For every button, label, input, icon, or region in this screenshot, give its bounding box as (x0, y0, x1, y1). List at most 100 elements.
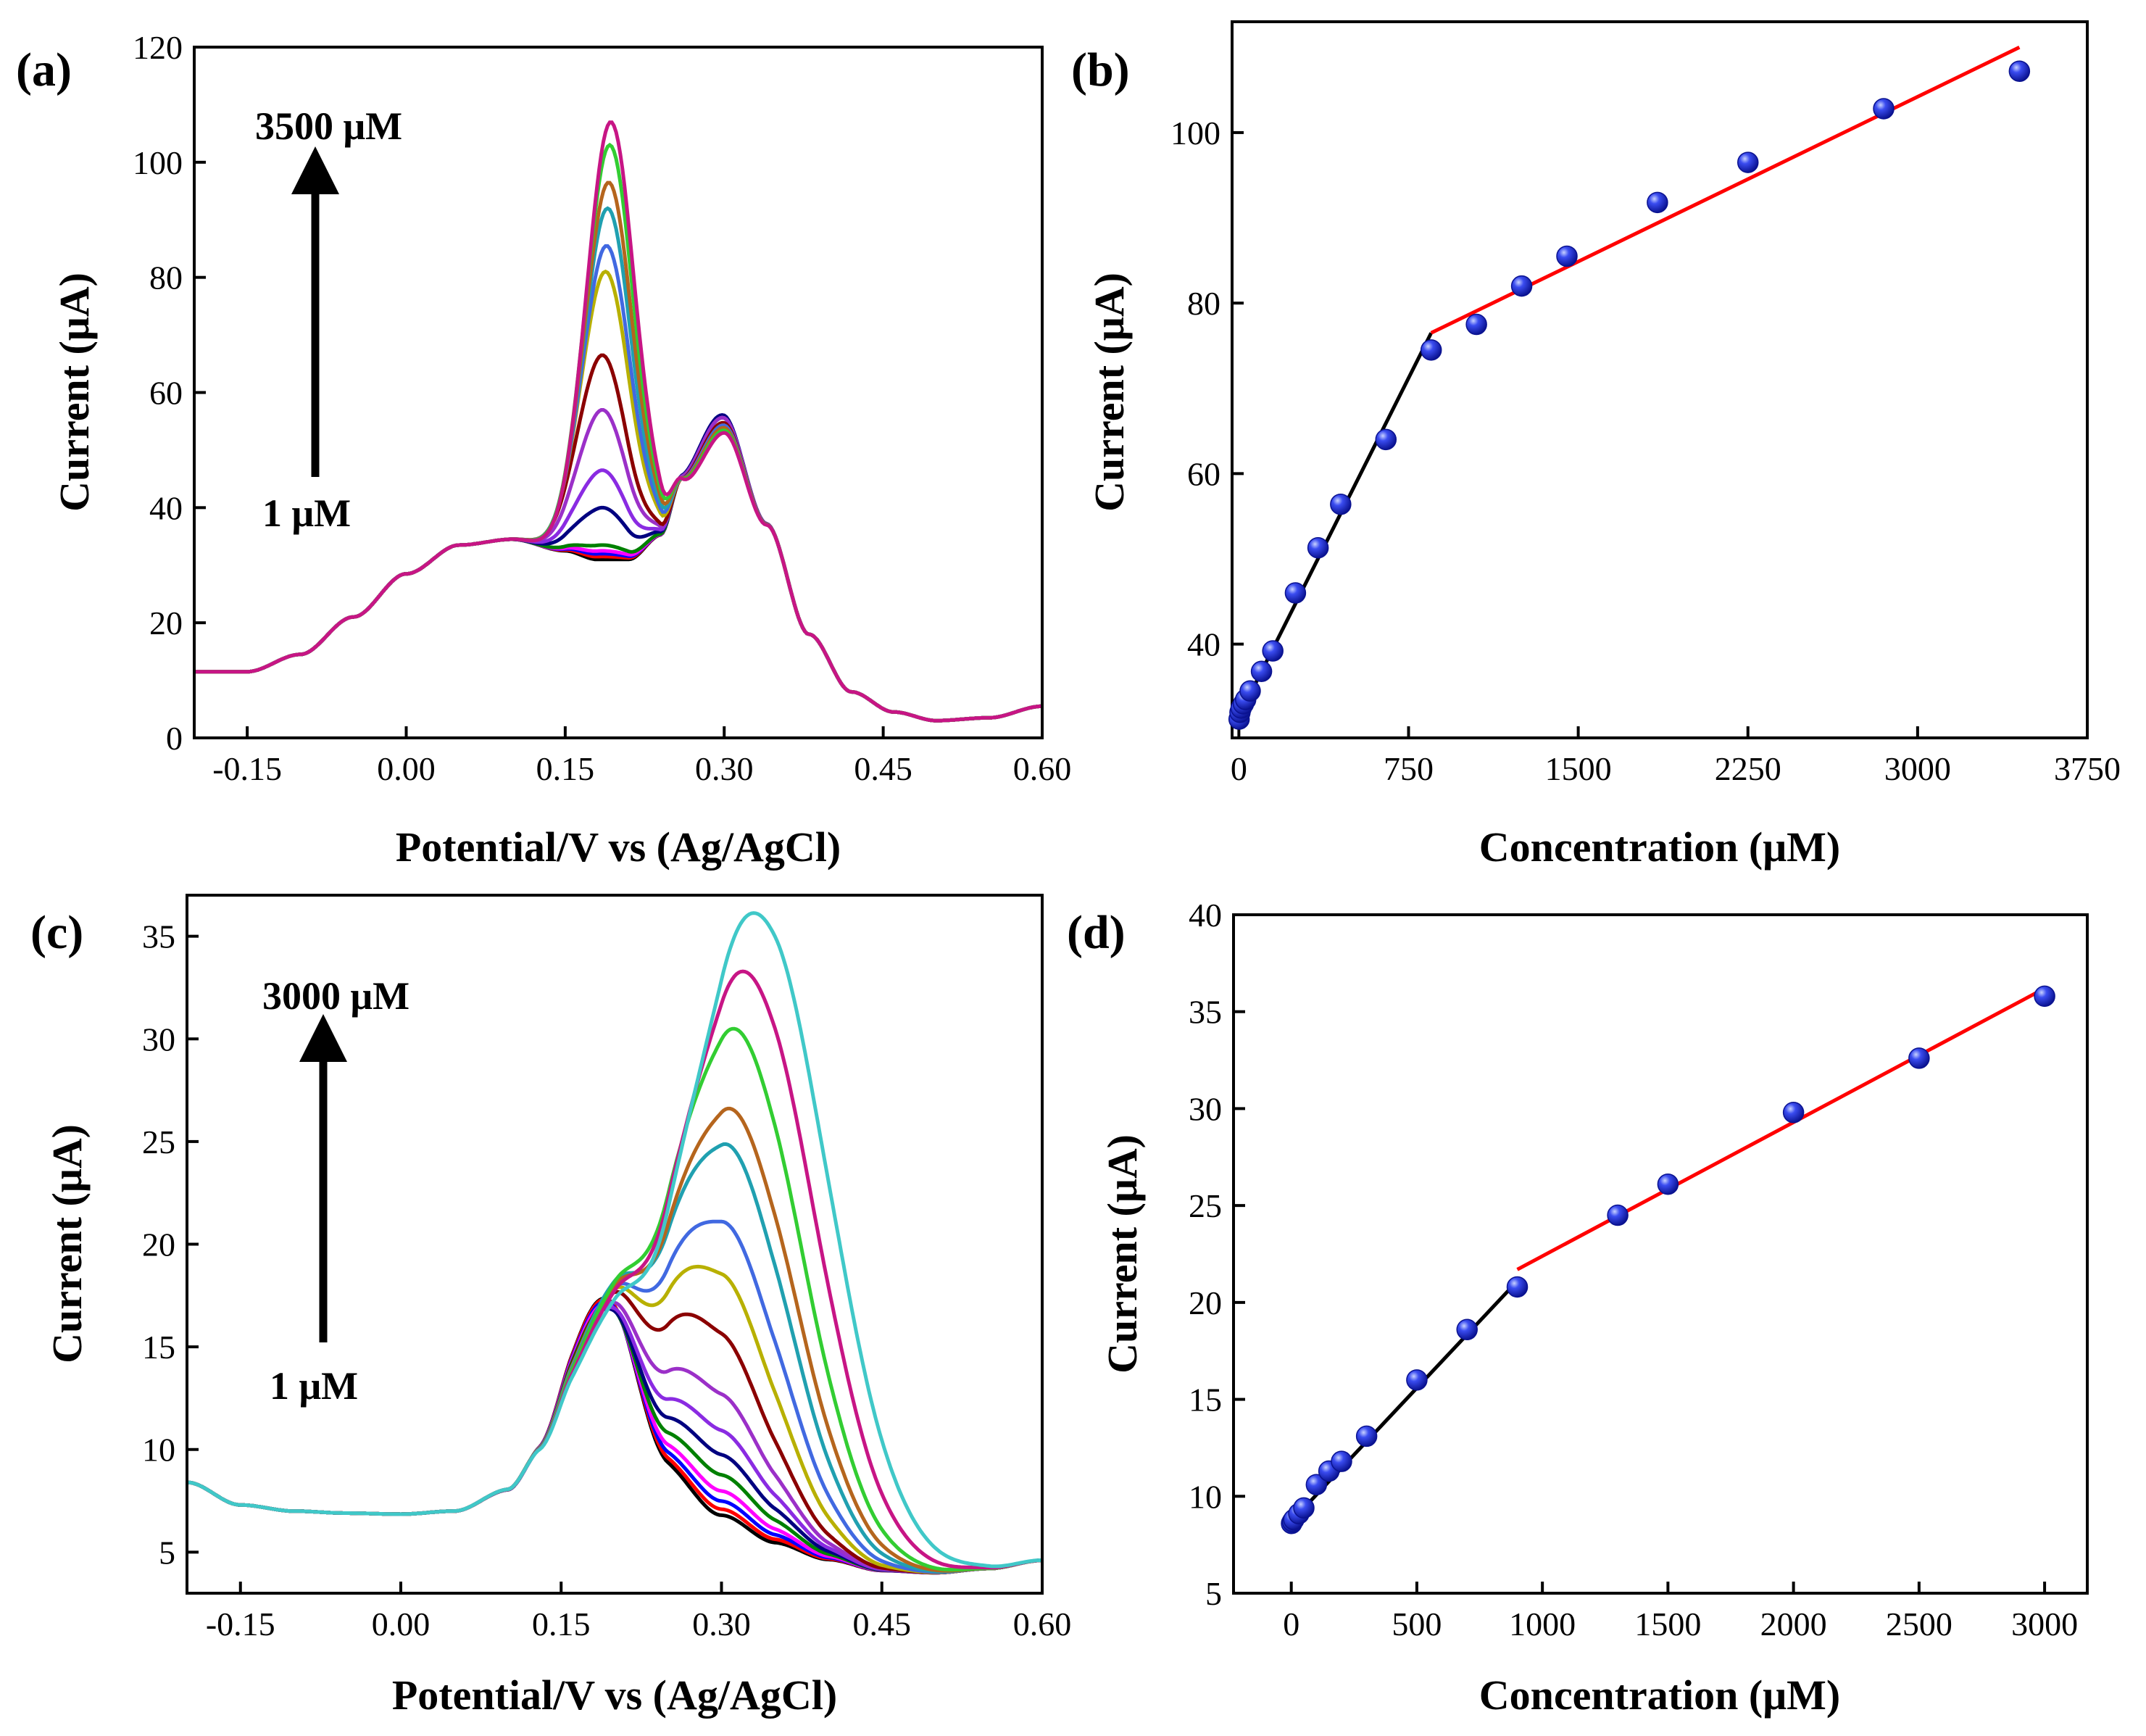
panel-c-annotation-bottom: 1 μM (270, 1364, 358, 1408)
series-c15 (194, 120, 1043, 723)
panel-a-annotation-top: 3500 μM (255, 104, 402, 148)
data-point (1406, 1369, 1428, 1391)
x-tick-label: 0.00 (377, 750, 436, 787)
x-tick-label: -0.15 (212, 750, 282, 787)
x-tick-label: 0.45 (854, 750, 912, 787)
series-c8 (186, 1300, 1042, 1575)
x-tick-label: 1000 (1509, 1606, 1576, 1642)
x-tick-label: 2000 (1760, 1606, 1827, 1642)
panel-a-label: (a) (16, 43, 72, 96)
y-tick-label: 60 (149, 375, 183, 412)
panel-b: (b) 0 750 1500 2250 3000 3750 40 60 80 100 Concen… (1071, 20, 2121, 871)
series-c15 (186, 969, 1043, 1570)
y-tick-label: 15 (1189, 1382, 1222, 1419)
data-point (1355, 1425, 1378, 1448)
panel-d-fits (1289, 987, 2046, 1523)
x-tick-label: 1500 (1634, 1606, 1701, 1642)
series-c2 (194, 415, 1043, 723)
data-point (1330, 493, 1352, 515)
x-tick-label: 500 (1392, 1606, 1442, 1642)
x-tick-label: 3750 (2054, 750, 2121, 787)
x-tick-label: 0 (1283, 1606, 1299, 1642)
x-tick-label: 0.60 (1013, 1606, 1072, 1642)
y-tick-label: 10 (1189, 1478, 1222, 1515)
y-tick-label: 25 (1189, 1187, 1222, 1224)
data-point (1293, 1497, 1315, 1519)
panel-a-curves (194, 120, 1043, 723)
panel-d-frame (1232, 913, 2089, 1595)
series-c3 (194, 415, 1043, 723)
series-c6 (186, 1306, 1042, 1575)
y-tick-label: 20 (1189, 1284, 1222, 1321)
y-tick-label: 15 (142, 1329, 175, 1366)
x-tick-label: 0.45 (853, 1606, 912, 1642)
data-point (1607, 1204, 1629, 1226)
fit-line (1516, 987, 2046, 1271)
y-tick-label: 40 (149, 489, 183, 526)
series-c13 (186, 1106, 1042, 1573)
panel-d: (d) 0 500 1000 1500 2000 2500 3000 5 10 15 20 25 30 3… (1067, 897, 2089, 1719)
data-point (1647, 191, 1668, 214)
series-c12 (186, 1142, 1042, 1574)
series-c2 (186, 1297, 1042, 1575)
data-point (1873, 98, 1895, 120)
y-tick-label: 40 (1187, 626, 1220, 663)
x-tick-label: 0 (1231, 750, 1247, 787)
panel-a: (a) -0.15 0.00 0.15 0.30 0.45 0.60 0 20 40 60 80 10… (16, 29, 1071, 871)
series-c5 (186, 1305, 1042, 1575)
x-tick-label: 0.30 (695, 750, 754, 787)
data-point (2034, 985, 2055, 1008)
panel-d-ylabel: Current (μA) (1099, 1134, 1146, 1374)
y-tick-label: 100 (1170, 115, 1220, 151)
panel-c-ylabel: Current (μA) (43, 1124, 91, 1363)
series-c7 (194, 415, 1043, 723)
data-point (1510, 275, 1533, 297)
data-point (1420, 339, 1442, 361)
y-tick-label: 80 (149, 259, 183, 296)
data-point (1331, 1450, 1352, 1472)
panel-d-points (1281, 985, 2055, 1534)
panel-a-annotation-bottom: 1 μM (262, 491, 351, 535)
panel-a-ylabel: Current (μA) (51, 273, 98, 512)
series-c4 (194, 415, 1043, 723)
data-point (1239, 680, 1261, 702)
data-point (1737, 151, 1759, 173)
panel-c-xlabel: Potential/V vs (Ag/AgCl) (392, 1671, 837, 1719)
panel-b-xlabel: Concentration (μM) (1479, 823, 1840, 871)
y-tick-label: 10 (142, 1432, 175, 1469)
x-tick-label: 2250 (1715, 750, 1781, 787)
data-point (1657, 1173, 1679, 1195)
y-tick-label: 100 (133, 144, 183, 181)
x-tick-label: 750 (1384, 750, 1434, 787)
panel-b-ticks: 0 750 1500 2250 3000 3750 40 60 80 100 (1170, 115, 2121, 787)
y-tick-label: 35 (142, 918, 175, 955)
data-point (1782, 1102, 1805, 1124)
data-point (1305, 1474, 1328, 1495)
series-c1 (194, 415, 1043, 723)
x-tick-label: 0.00 (372, 1606, 431, 1642)
panel-d-label: (d) (1067, 906, 1126, 959)
data-point (2008, 60, 2031, 82)
x-tick-label: 0.15 (532, 1606, 591, 1642)
y-tick-label: 20 (149, 605, 183, 641)
series-c9 (186, 1289, 1042, 1574)
data-point (1307, 536, 1329, 559)
x-tick-label: 2500 (1886, 1606, 1952, 1642)
y-tick-label: 60 (1187, 455, 1220, 492)
panel-d-xlabel: Concentration (μM) (1479, 1671, 1840, 1719)
data-point (1506, 1276, 1529, 1298)
panel-c: (c) -0.15 0.00 0.15 0.30 0.45 0.60 5 10 15 20 25 30… (30, 894, 1072, 1719)
data-point (1456, 1318, 1478, 1341)
series-c9 (194, 353, 1043, 723)
y-tick-label: 40 (1189, 897, 1222, 934)
y-tick-label: 20 (142, 1226, 175, 1263)
series-c8 (194, 408, 1043, 723)
data-point (1375, 428, 1397, 451)
panel-d-ticks: 0 500 1000 1500 2000 2500 3000 5 10 15 20 25 30 35 40 (1189, 897, 2078, 1642)
panel-b-frame (1231, 20, 2089, 739)
x-tick-label: 1500 (1545, 750, 1612, 787)
panel-c-curves (186, 911, 1043, 1575)
series-c6 (194, 412, 1043, 723)
y-tick-label: 120 (133, 29, 183, 66)
